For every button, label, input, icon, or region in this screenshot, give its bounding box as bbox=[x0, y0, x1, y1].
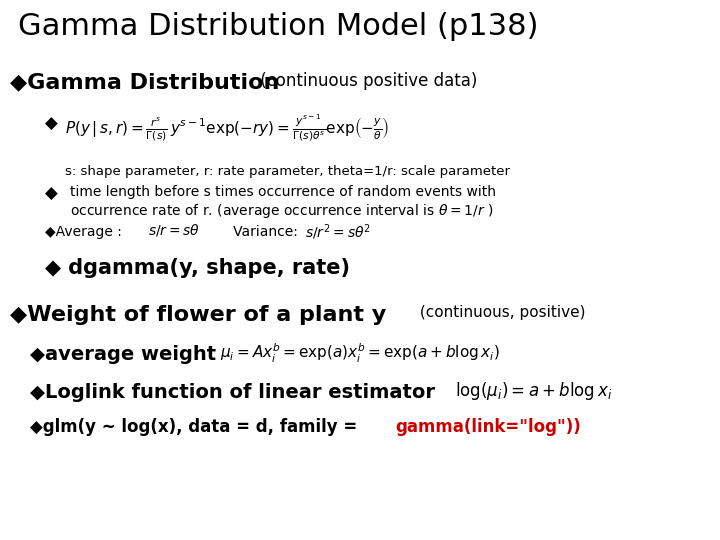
Text: ◆glm(y ~ log(x), data = d, family =: ◆glm(y ~ log(x), data = d, family = bbox=[30, 418, 363, 436]
Text: ◆: ◆ bbox=[45, 185, 58, 203]
Text: ◆average weight: ◆average weight bbox=[30, 345, 216, 364]
Text: ◆Gamma Distribution: ◆Gamma Distribution bbox=[10, 72, 279, 92]
Text: ◆Loglink function of linear estimator: ◆Loglink function of linear estimator bbox=[30, 383, 435, 402]
Text: s: shape parameter, r: rate parameter, theta=1/r: scale parameter: s: shape parameter, r: rate parameter, t… bbox=[65, 165, 510, 178]
Text: (continuous positive data): (continuous positive data) bbox=[255, 72, 477, 90]
Text: ◆Weight of flower of a plant y: ◆Weight of flower of a plant y bbox=[10, 305, 386, 325]
Text: $\log(\mu_i) = a + b\log x_i$: $\log(\mu_i) = a + b\log x_i$ bbox=[455, 380, 612, 402]
Text: ◆: ◆ bbox=[45, 115, 58, 133]
Text: occurrence rate of r. (average occurrence interval is $\theta=1/r$ ): occurrence rate of r. (average occurrenc… bbox=[70, 202, 493, 220]
Text: ◆Average :: ◆Average : bbox=[45, 225, 126, 239]
Text: gamma(link="log")): gamma(link="log")) bbox=[395, 418, 581, 436]
Text: ◆ dgamma(y, shape, rate): ◆ dgamma(y, shape, rate) bbox=[45, 258, 350, 278]
Text: time length before s times occurrence of random events with: time length before s times occurrence of… bbox=[70, 185, 496, 199]
Text: $s/r^{2}=s\theta^{2}$: $s/r^{2}=s\theta^{2}$ bbox=[305, 222, 371, 241]
Text: Variance:: Variance: bbox=[220, 225, 302, 239]
Text: $s/r=s\theta$: $s/r=s\theta$ bbox=[148, 222, 200, 238]
Text: $\mu_i = Ax_i^b = \exp(a)x_i^b = \exp(a+b\log x_i)$: $\mu_i = Ax_i^b = \exp(a)x_i^b = \exp(a+… bbox=[220, 342, 500, 365]
Text: $P(y\,|\,s,r)=\frac{r^{s}}{\Gamma(s)}\,y^{s-1}\exp(-ry)=\frac{y^{s-1}}{\Gamma(s): $P(y\,|\,s,r)=\frac{r^{s}}{\Gamma(s)}\,y… bbox=[65, 112, 390, 143]
Text: (continuous, positive): (continuous, positive) bbox=[415, 305, 585, 320]
Text: Gamma Distribution Model (p138): Gamma Distribution Model (p138) bbox=[18, 12, 539, 41]
